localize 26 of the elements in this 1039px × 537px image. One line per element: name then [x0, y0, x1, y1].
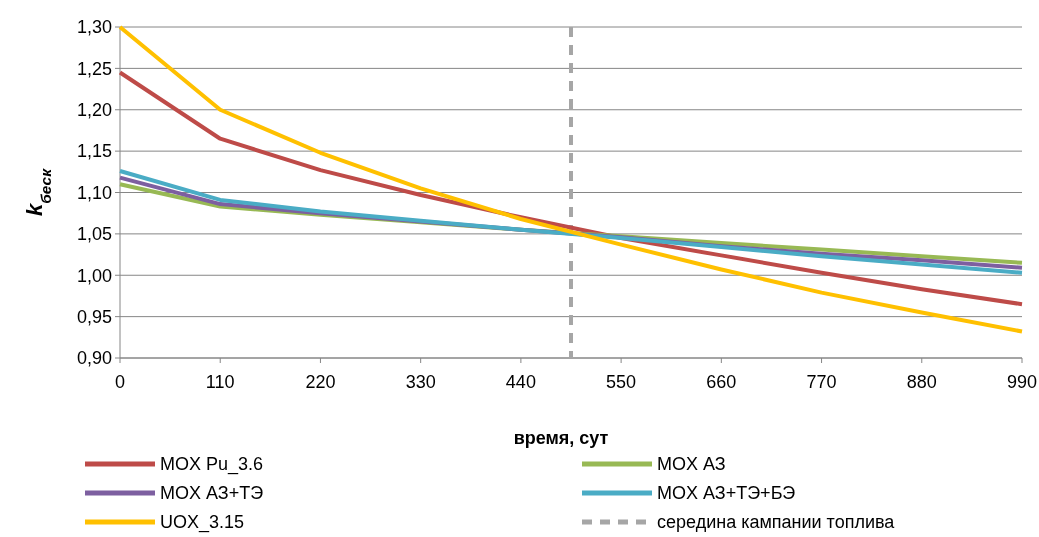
x-tick-label: 0: [114, 372, 126, 392]
x-tick-label: 330: [405, 372, 436, 392]
y-tick-label: 0,95: [76, 306, 112, 327]
legend-label: середина кампании топлива: [657, 512, 896, 533]
y-tick-label: 1,30: [76, 17, 112, 38]
y-tick-label: 1,15: [76, 141, 112, 162]
x-tick-label: 110: [205, 372, 235, 392]
y-tick-label: 1,20: [76, 100, 112, 121]
legend-label: MOX Pu_3.6: [160, 454, 264, 476]
x-tick-label: 660: [706, 372, 737, 392]
y-tick-label: 1,00: [76, 265, 112, 286]
x-tick-label: 770: [806, 372, 837, 392]
legend-label: MOX АЗ+ТЭ: [160, 483, 264, 504]
legend-label: UOX_3.15: [160, 512, 245, 534]
x-tick-label: 220: [305, 372, 336, 392]
y-tick-label: 1,10: [76, 182, 112, 203]
x-tick-label: 880: [906, 372, 937, 392]
y-tick-label: 1,05: [76, 224, 112, 245]
y-tick-label: 1,25: [76, 58, 112, 79]
x-axis-title: время, сут: [513, 428, 609, 448]
x-tick-label: 440: [505, 372, 536, 392]
legend-label: MOX АЗ: [657, 454, 726, 475]
x-tick-label: 550: [606, 372, 637, 392]
legend-label: MOX АЗ+ТЭ+БЭ: [657, 483, 796, 504]
y-tick-label: 0,90: [76, 348, 112, 369]
x-tick-label: 990: [1006, 372, 1038, 392]
